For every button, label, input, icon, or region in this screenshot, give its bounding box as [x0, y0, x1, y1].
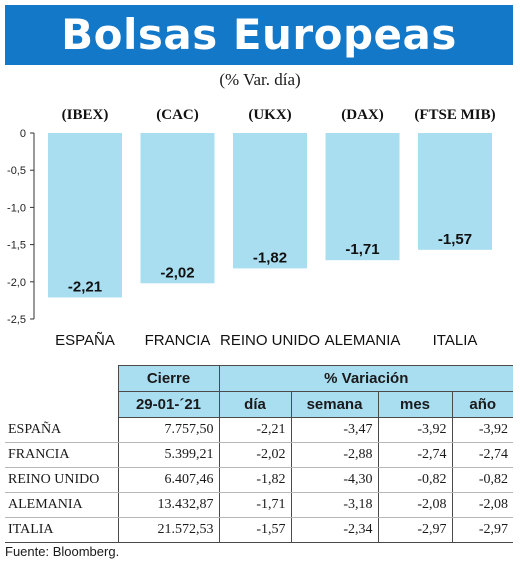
index-label: (FTSE MIB) — [414, 107, 495, 123]
data-label: -2,21 — [68, 278, 102, 295]
row-close: 6.407,46 — [117, 467, 220, 493]
table-header-day: día — [218, 391, 292, 418]
row-week: -2,88 — [290, 442, 379, 468]
row-day: -2,02 — [218, 442, 292, 468]
row-close: 13.432,87 — [117, 492, 220, 518]
row-close: 5.399,21 — [117, 442, 220, 468]
row-day: -1,82 — [218, 467, 292, 493]
table-subheader-row: 29-01-´21 día semana mes año — [5, 391, 514, 418]
bar — [325, 133, 400, 261]
data-label: -2,02 — [160, 264, 194, 281]
y-tick-label: -2,5 — [7, 314, 26, 326]
index-label: (UKX) — [248, 107, 291, 123]
bar — [140, 133, 215, 284]
source-note: Fuente: Bloomberg. — [5, 544, 120, 559]
table-row: REINO UNIDO 6.407,46 -1,82 -4,30 -0,82 -… — [5, 467, 514, 493]
table-header-week: semana — [290, 391, 379, 418]
category-label: REINO UNIDO — [220, 332, 320, 349]
row-day: -1,71 — [218, 492, 292, 518]
category-label: ALEMANIA — [325, 332, 401, 349]
index-label: (IBEX) — [62, 107, 109, 123]
row-name: ESPAÑA — [5, 417, 119, 443]
data-label: -1,57 — [438, 231, 472, 248]
table-header-date: 29-01-´21 — [117, 391, 220, 418]
table-header-blank — [5, 391, 119, 418]
index-label: (CAC) — [156, 107, 199, 123]
bar — [418, 133, 492, 250]
row-month: -2,08 — [377, 492, 453, 518]
row-day: -2,21 — [218, 417, 292, 443]
index-label: (DAX) — [341, 107, 384, 123]
data-label: -1,71 — [345, 241, 379, 258]
row-close: 21.572,53 — [117, 517, 220, 543]
table-row: ALEMANIA 13.432,87 -1,71 -3,18 -2,08 -2,… — [5, 492, 514, 518]
table-header-blank — [5, 365, 119, 392]
table-header-close: Cierre — [117, 365, 220, 392]
row-name: REINO UNIDO — [5, 467, 119, 493]
table-row: ITALIA 21.572,53 -1,57 -2,34 -2,97 -2,97 — [5, 517, 514, 543]
row-year: -2,08 — [451, 492, 514, 518]
row-week: -3,18 — [290, 492, 379, 518]
row-month: -2,97 — [377, 517, 453, 543]
row-year: -3,92 — [451, 417, 514, 443]
chart-subtitle: (% Var. día) — [219, 70, 301, 89]
category-label: FRANCIA — [145, 332, 211, 349]
table-header-year: año — [451, 391, 514, 418]
table-row: FRANCIA 5.399,21 -2,02 -2,88 -2,74 -2,74 — [5, 442, 514, 468]
row-month: -2,74 — [377, 442, 453, 468]
bar — [48, 133, 122, 298]
y-tick-label: -1,0 — [7, 202, 26, 214]
market-table: Cierre % Variación 29-01-´21 día semana … — [5, 365, 514, 543]
row-year: -2,74 — [451, 442, 514, 468]
row-week: -3,47 — [290, 417, 379, 443]
table-header-month: mes — [377, 391, 453, 418]
bar — [233, 133, 307, 269]
table-row: ESPAÑA 7.757,50 -2,21 -3,47 -3,92 -3,92 — [5, 417, 514, 443]
row-year: -2,97 — [451, 517, 514, 543]
y-tick-label: -2,0 — [7, 277, 26, 289]
y-tick-label: 0 — [20, 128, 26, 140]
row-year: -0,82 — [451, 467, 514, 493]
row-week: -4,30 — [290, 467, 379, 493]
row-month: -3,92 — [377, 417, 453, 443]
y-tick-label: -0,5 — [7, 165, 26, 177]
data-label: -1,82 — [253, 249, 287, 266]
row-name: ALEMANIA — [5, 492, 119, 518]
row-close: 7.757,50 — [117, 417, 220, 443]
category-label: ESPAÑA — [55, 332, 115, 349]
page-title: Bolsas Europeas — [5, 5, 513, 65]
y-tick-label: -1,5 — [7, 240, 26, 252]
row-name: FRANCIA — [5, 442, 119, 468]
row-month: -0,82 — [377, 467, 453, 493]
bar-chart: 0 -0,5 -1,0 -1,5 -2,0 -2,5 (IBEX) -2,21 ESPAÑA (C… — [7, 107, 496, 349]
table-header-variation: % Variación — [218, 365, 514, 392]
row-week: -2,34 — [290, 517, 379, 543]
category-label: ITALIA — [433, 332, 478, 349]
table-header-row: Cierre % Variación — [5, 365, 514, 392]
row-name: ITALIA — [5, 517, 119, 543]
row-day: -1,57 — [218, 517, 292, 543]
